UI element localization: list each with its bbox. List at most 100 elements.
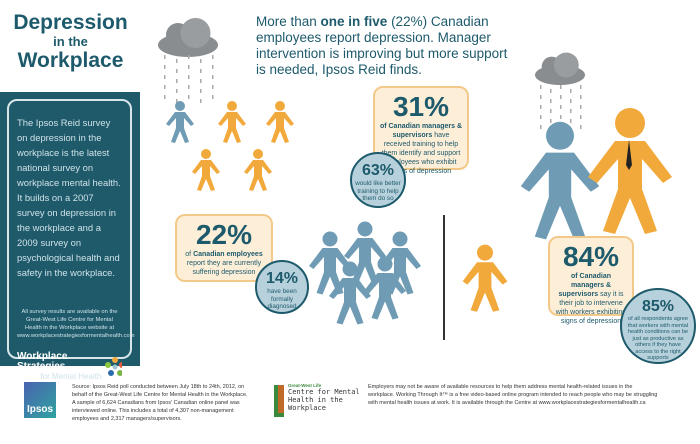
gwl-logo: Great-West Life Centre for Mental Health… <box>288 383 364 412</box>
stat-14-circle: 14% have been formally diagnosed <box>255 260 309 314</box>
rain-drop <box>580 95 582 99</box>
title-line: Depression <box>13 11 128 34</box>
rain-drop <box>212 55 214 59</box>
rain-drop <box>540 125 542 129</box>
rain-drop <box>540 105 542 109</box>
rain-drop <box>540 95 542 99</box>
rain-drop <box>200 79 202 83</box>
rain-drop <box>550 109 552 113</box>
rain-drop <box>176 89 178 93</box>
rain-drop <box>570 119 572 123</box>
info-text: Employers may not be aware of available … <box>368 384 658 406</box>
logo-text: for Mental Health <box>40 372 102 381</box>
cloud-icon <box>553 52 579 78</box>
stat-text: report they are currently suffering depr… <box>186 260 262 276</box>
tie-icon <box>626 140 632 170</box>
gwl-logo-icon <box>274 385 284 417</box>
person-figure-icon <box>309 231 351 295</box>
person-figure-icon <box>192 149 220 191</box>
stat-value: 85% <box>641 298 675 315</box>
sidebar-note: All survey results are available on the … <box>17 309 135 339</box>
stat-31-box: 31% of Canadian managers & supervisors h… <box>373 86 469 175</box>
rain-drop <box>176 79 178 83</box>
person-figure-icon <box>266 101 294 143</box>
headline-text: More than <box>256 14 321 29</box>
rain-drop <box>164 95 166 99</box>
rain-drop <box>212 95 214 99</box>
rain-drop <box>200 69 202 73</box>
person-figure-icon <box>344 221 386 285</box>
person-figure-icon <box>218 101 246 143</box>
person-figure-icon <box>462 244 508 312</box>
stat-value: 22% <box>195 219 253 250</box>
stat-text: of <box>185 251 194 258</box>
wsmh-logo: Workplace Strategies for Mental Health <box>17 352 122 381</box>
dots-logo-icon <box>105 356 122 376</box>
person-figure-icon <box>329 261 371 325</box>
stat-value: 63% <box>361 162 395 179</box>
rain-drop <box>560 95 562 99</box>
rain-drop <box>164 85 166 89</box>
rain-drop <box>176 59 178 63</box>
person-figure-icon <box>166 101 194 143</box>
stat-63-circle: 63% would like better training to help t… <box>350 152 406 208</box>
stat-85-circle: 85% of all respondents agree that worker… <box>620 288 696 364</box>
rain-drop <box>550 89 552 93</box>
rain-drop <box>570 99 572 103</box>
rain-drop <box>164 55 166 59</box>
rain-drop <box>580 115 582 119</box>
rain-drop <box>200 89 202 93</box>
stat-text: say it is their job to intervene with wo… <box>555 291 627 325</box>
gwl-name: Centre for Mental Health in the Workplac… <box>288 388 360 412</box>
stat-22-box: 22% of Canadian employees report they ar… <box>175 214 273 282</box>
rain-drop <box>212 85 214 89</box>
rain-drop <box>560 85 562 89</box>
source-text: Source: Ipsos Reid poll conducted betwee… <box>72 384 248 422</box>
stat-value: 84% <box>562 241 620 272</box>
sidebar: The Ipsos Reid survey on depression in t… <box>0 92 140 381</box>
person-figure-icon <box>364 256 406 320</box>
stat-text: would like better training to help them … <box>355 180 401 202</box>
stat-text: have received training to help them iden… <box>381 132 461 175</box>
stat-bold: Canadian employees <box>193 251 263 258</box>
ipsos-logo-text: Ipsos <box>26 404 54 415</box>
title-line: Workplace <box>17 49 124 72</box>
stat-bold: of Canadian managers & supervisors <box>379 123 463 139</box>
gwl-small: Great-West Life <box>288 383 322 388</box>
rain-drop <box>570 89 572 93</box>
headline: More than one in five (22%) Canadian emp… <box>256 14 516 78</box>
rain-drop <box>550 119 552 123</box>
rain-drop <box>540 115 542 119</box>
rain-drop <box>560 105 562 109</box>
headline-text: (22%) Canadian employees report depressi… <box>256 14 508 77</box>
rain-drop <box>188 55 190 59</box>
stat-text: have been formally diagnosed <box>267 288 297 310</box>
cloud-icon <box>180 18 211 48</box>
rain-drop <box>580 105 582 109</box>
rain-drop <box>200 99 202 103</box>
logo-text: Workplace Strategies <box>17 351 68 372</box>
stat-84-box: 84% of Canadian managers & supervisors s… <box>548 236 634 325</box>
rain-drop <box>176 69 178 73</box>
rain-drop <box>560 115 562 119</box>
stat-text: of all respondents agree that workers wi… <box>627 316 689 361</box>
headline-bold: one in five <box>320 14 388 29</box>
page-title: Depression in the Workplace <box>8 12 133 71</box>
rain-drop <box>580 85 582 89</box>
rain-drop <box>188 75 190 79</box>
rain-drop <box>164 75 166 79</box>
rain-drop <box>188 85 190 89</box>
rain-drop <box>570 109 572 113</box>
rain-drop <box>176 99 178 103</box>
illustration <box>158 18 672 340</box>
rain-drop <box>188 95 190 99</box>
person-figure-icon <box>588 108 672 234</box>
rain-drop <box>188 65 190 69</box>
rain-drop <box>164 65 166 69</box>
rain-drop <box>550 99 552 103</box>
stat-value: 14% <box>265 270 299 287</box>
rain-drop <box>200 59 202 63</box>
sidebar-text: The Ipsos Reid survey on depression in t… <box>17 117 121 278</box>
rain-drop <box>540 85 542 89</box>
ipsos-logo: Ipsos <box>24 382 56 418</box>
